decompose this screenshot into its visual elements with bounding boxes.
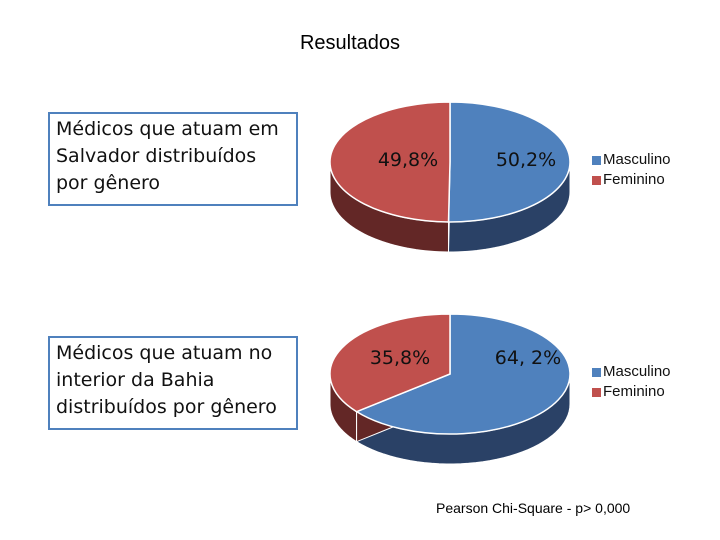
legend-item-feminino: Feminino (592, 170, 671, 190)
pie-chart-salvador: 50,2% 49,8% (329, 101, 571, 253)
legend-item-masculino: Masculino (592, 150, 671, 170)
chart-1-description: Médicos que atuam em Salvador distribuíd… (48, 112, 298, 206)
pie-chart-interior: 64, 2% 35,8% (329, 313, 571, 465)
pie-label-masculino: 64, 2% (495, 347, 561, 369)
footnote-label: Pearson Chi-Square - p> (436, 500, 592, 516)
pie-slice-feminino (329, 101, 451, 223)
pie-label-masculino: 50,2% (496, 149, 556, 171)
legend-item-masculino: Masculino (592, 362, 671, 382)
page-title: Resultados (299, 32, 401, 54)
statistical-footnote: Pearson Chi-Square - p> 0,000 (436, 500, 630, 516)
legend-label-feminino: Feminino (603, 171, 665, 188)
legend-label-masculino: Masculino (603, 363, 671, 380)
legend-swatch-masculino (592, 155, 601, 165)
pie-label-feminino: 35,8% (370, 347, 430, 369)
legend-label-feminino: Feminino (603, 383, 665, 400)
legend-item-feminino: Feminino (592, 382, 671, 402)
legend-swatch-feminino (592, 387, 601, 397)
legend-2: Masculino Feminino (592, 362, 671, 402)
pie-slice-masculino (447, 101, 571, 223)
footnote-value: 0,000 (595, 500, 631, 516)
legend-swatch-feminino (592, 175, 601, 185)
legend-label-masculino: Masculino (603, 151, 671, 168)
legend-swatch-masculino (592, 367, 601, 377)
pie-slice-feminino (329, 313, 451, 413)
legend-1: Masculino Feminino (592, 150, 671, 190)
pie-slice-masculino (354, 313, 571, 435)
pie-label-feminino: 49,8% (378, 149, 438, 171)
chart-2-description: Médicos que atuam no interior da Bahia d… (48, 336, 298, 430)
